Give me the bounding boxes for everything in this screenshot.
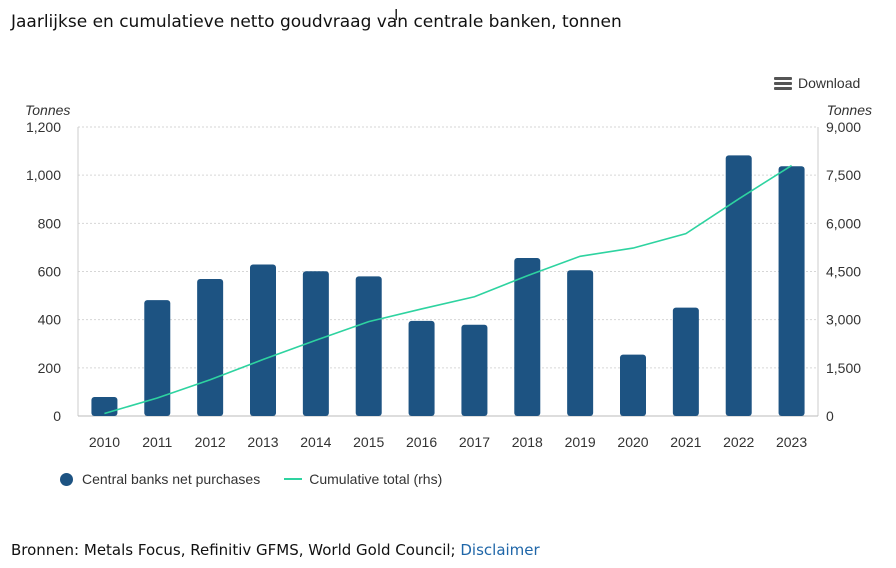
right-axis-title: Tonnes	[827, 102, 872, 118]
x-tick-label: 2011	[142, 434, 172, 450]
bar	[197, 278, 224, 416]
x-tick-label: 2014	[300, 434, 331, 450]
legend-bar-label: Central banks net purchases	[82, 471, 261, 487]
x-tick-label: 2020	[617, 434, 648, 450]
right-tick-label: 7,500	[826, 167, 861, 183]
bar	[144, 300, 171, 416]
x-tick-label: 2023	[776, 434, 807, 450]
right-tick-label: 1,500	[826, 360, 861, 376]
legend-line-marker	[284, 478, 303, 480]
bar	[778, 166, 805, 416]
chart-title: Jaarlijkse en cumulatieve netto goudvraa…	[11, 12, 622, 32]
left-tick-label: 1,200	[26, 119, 61, 135]
x-tick-label: 2012	[195, 434, 226, 450]
download-label: Download	[798, 75, 861, 91]
x-tick-label: 2019	[565, 434, 596, 450]
bar	[302, 271, 329, 416]
bar	[250, 264, 276, 416]
right-tick-label: 6,000	[826, 215, 861, 231]
bar	[567, 270, 594, 416]
legend-line-label: Cumulative total (rhs)	[309, 471, 443, 487]
left-tick-label: 400	[38, 312, 62, 328]
left-tick-label: 800	[38, 215, 62, 231]
menu-icon	[774, 76, 792, 90]
x-tick-label: 2013	[247, 434, 278, 450]
download-button[interactable]: Download	[774, 75, 860, 91]
right-tick-label: 4,500	[826, 264, 861, 280]
left-tick-label: 0	[53, 408, 61, 424]
bar	[620, 354, 646, 416]
right-tick-label: 0	[826, 408, 834, 424]
legend: Central banks net purchases Cumulative t…	[60, 471, 466, 487]
text-cursor-icon: I	[394, 6, 399, 24]
x-tick-label: 2021	[670, 434, 701, 450]
bar	[672, 307, 699, 416]
x-tick-label: 2022	[723, 434, 754, 450]
x-tick-label: 2010	[89, 434, 120, 450]
right-tick-label: 9,000	[826, 119, 861, 135]
left-tick-label: 1,000	[26, 167, 61, 183]
left-tick-label: 200	[38, 360, 62, 376]
bar	[408, 320, 435, 416]
x-tick-label: 2018	[512, 434, 543, 450]
left-axis-title: Tonnes	[25, 102, 70, 118]
x-tick-label: 2016	[406, 434, 437, 450]
cumulative-line	[104, 164, 792, 415]
left-tick-label: 600	[38, 264, 62, 280]
source-text: Bronnen: Metals Focus, Refinitiv GFMS, W…	[11, 541, 461, 559]
bar	[355, 276, 382, 416]
x-tick-label: 2017	[459, 434, 490, 450]
x-tick-label: 2015	[353, 434, 384, 450]
legend-item-line[interactable]: Cumulative total (rhs)	[284, 471, 442, 487]
disclaimer-link[interactable]: Disclaimer	[460, 541, 540, 559]
right-tick-label: 3,000	[826, 312, 861, 328]
bar	[461, 324, 488, 416]
bar	[725, 155, 752, 416]
source-note: Bronnen: Metals Focus, Refinitiv GFMS, W…	[11, 541, 540, 559]
legend-bar-marker	[60, 472, 73, 486]
bar	[514, 258, 541, 416]
legend-item-bars[interactable]: Central banks net purchases	[60, 471, 260, 487]
